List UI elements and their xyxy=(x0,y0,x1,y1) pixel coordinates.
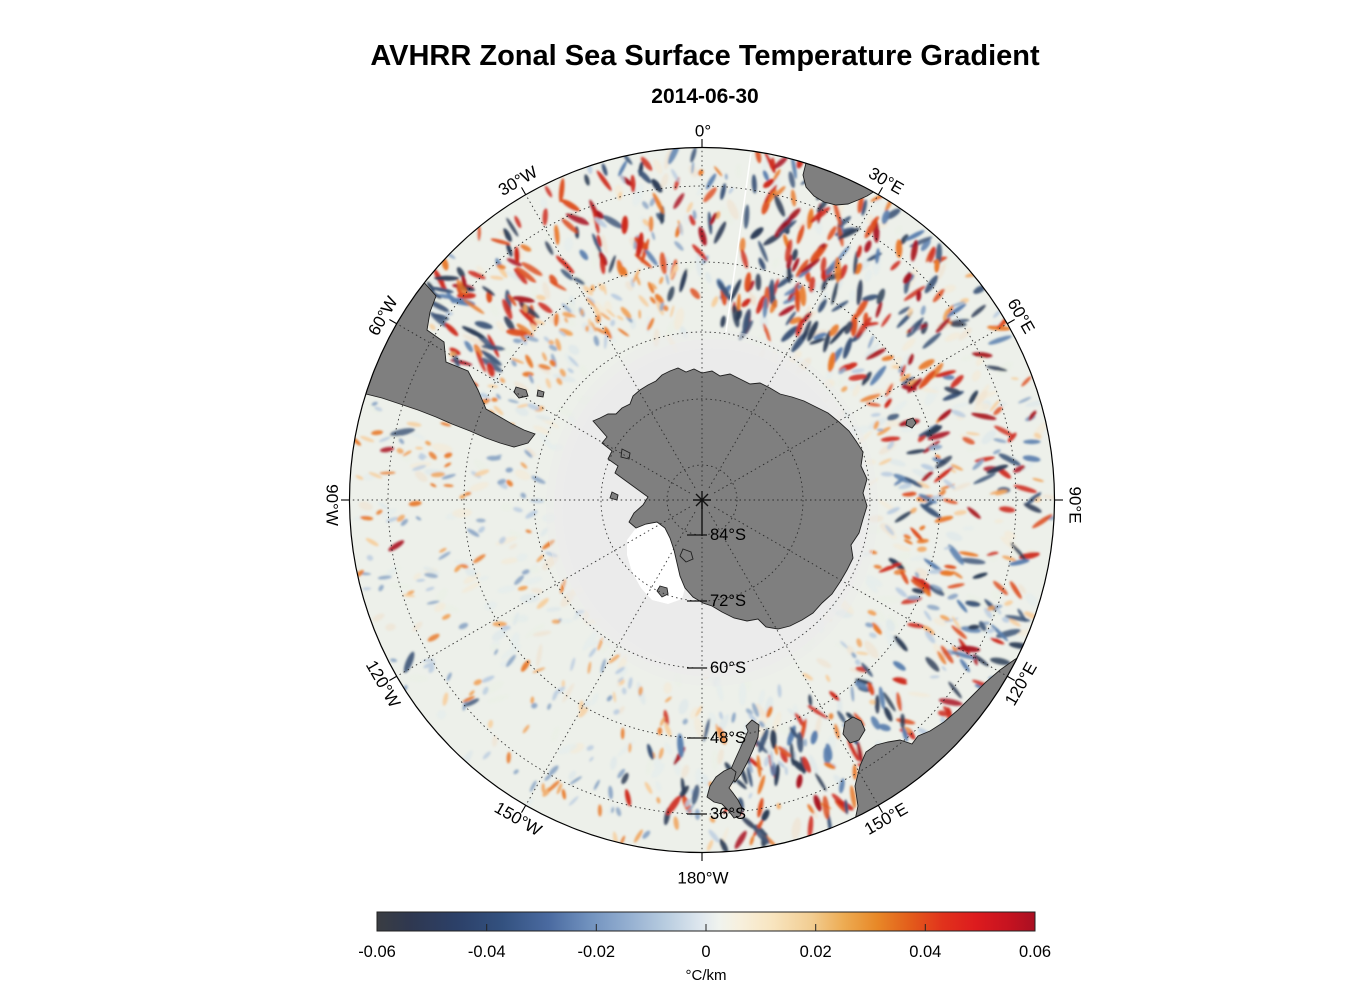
colorbar-tick-label-4: 0.02 xyxy=(800,943,832,961)
island-small xyxy=(536,389,545,398)
latitude-label-72s: 72°S xyxy=(710,592,746,610)
rim-tick xyxy=(521,187,527,196)
rim-tick xyxy=(877,187,883,196)
rim-tick xyxy=(877,804,883,813)
island-near-peninsula xyxy=(620,448,631,460)
meridian-label-90e: 90°E xyxy=(1066,486,1085,523)
map-disk xyxy=(349,147,1055,853)
rim-ticks xyxy=(341,139,1063,861)
pole-marker xyxy=(693,491,711,536)
latitude-circle xyxy=(463,261,941,739)
colorbar-tick-label-2: -0.02 xyxy=(577,943,615,961)
land-new-zealand-south xyxy=(706,767,743,819)
colorbar-tick-label-0: -0.06 xyxy=(358,943,396,961)
meridian-label-180w: 180°W xyxy=(677,869,728,888)
latitude-label-60s: 60°S xyxy=(710,659,746,677)
land-antarctica xyxy=(592,367,868,630)
colorbar-tick-label-3: 0 xyxy=(701,943,710,961)
latitude-ticks xyxy=(687,534,707,815)
rim-tick xyxy=(1006,675,1015,681)
latitude-circle xyxy=(666,464,738,536)
meridian-label-90w: 90°W xyxy=(323,484,342,526)
figure-subtitle: 2014-06-30 xyxy=(651,85,759,108)
colorbar-unit-label: °C/km xyxy=(686,967,727,984)
colorbar-ticks xyxy=(486,924,926,931)
latitude-circle xyxy=(600,398,804,602)
island-in-ross-sea xyxy=(656,585,669,598)
island-kerguelen xyxy=(905,417,917,429)
colorbar: -0.06 -0.04 -0.02 0 0.02 0.04 0.06 °C/km xyxy=(358,911,1051,984)
ross-sea xyxy=(627,522,685,604)
latitude-labels: 84°S 72°S 60°S 48°S 36°S xyxy=(710,526,746,823)
latitude-label-48s: 48°S xyxy=(710,729,746,747)
rim-tick xyxy=(1006,319,1015,325)
island-in-ross-sea xyxy=(679,548,694,563)
land-new-zealand-north xyxy=(728,719,760,783)
data-seam xyxy=(725,152,752,333)
colorbar-tick-label-1: -0.04 xyxy=(468,943,506,961)
colorbar-tick-label-5: 0.04 xyxy=(909,943,941,961)
latitude-label-36s: 36°S xyxy=(710,805,746,823)
rim-tick xyxy=(389,319,398,325)
rim-tick xyxy=(389,675,398,681)
figure-title: AVHRR Zonal Sea Surface Temperature Grad… xyxy=(370,40,1040,72)
colorbar-tick-label-6: 0.06 xyxy=(1019,943,1051,961)
latitude-circle xyxy=(387,185,1017,815)
rim-tick xyxy=(521,804,527,813)
land-tasmania xyxy=(842,716,866,744)
meridian-label-0: 0° xyxy=(695,122,711,141)
latitude-label-84s: 84°S xyxy=(710,526,746,544)
